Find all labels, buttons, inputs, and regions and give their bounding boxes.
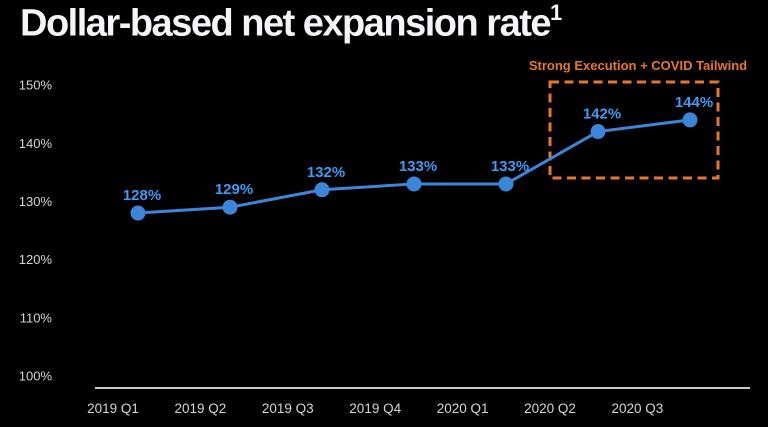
data-point <box>590 124 606 140</box>
data-point-label: 132% <box>307 164 345 181</box>
y-axis-tick-label: 150% <box>19 78 53 93</box>
x-axis-category-label: 2019 Q3 <box>262 401 314 416</box>
data-point <box>130 205 146 221</box>
data-point-label: 128% <box>123 187 161 204</box>
data-point <box>314 182 330 198</box>
x-axis-category-label: 2019 Q4 <box>349 401 401 416</box>
data-point-label: 144% <box>675 94 713 111</box>
data-point <box>682 112 698 128</box>
y-axis-tick-label: 120% <box>19 252 53 267</box>
data-point-label: 142% <box>583 106 621 123</box>
data-point-label: 129% <box>215 181 253 198</box>
x-axis-category-label: 2020 Q3 <box>612 401 664 416</box>
y-axis-tick-label: 100% <box>19 369 53 384</box>
data-point <box>498 176 514 192</box>
y-axis-tick-label: 140% <box>19 136 53 151</box>
highlight-dashed-box <box>548 80 720 180</box>
y-axis-tick-label: 130% <box>19 194 53 209</box>
y-axis-tick-label: 110% <box>20 310 53 325</box>
data-point-label: 133% <box>399 158 437 175</box>
page-title: Dollar-based net expansion rate1 <box>20 0 563 46</box>
x-axis-category-label: 2020 Q2 <box>524 401 576 416</box>
data-point <box>222 199 238 215</box>
annotation-label: Strong Execution + COVID Tailwind <box>529 58 747 73</box>
x-axis-category-label: 2019 Q1 <box>87 401 139 416</box>
data-point-label: 133% <box>491 158 529 175</box>
page-title-text: Dollar-based net expansion rate <box>20 2 552 45</box>
footnote-marker: 1 <box>550 0 563 25</box>
x-axis-category-label: 2020 Q1 <box>437 401 489 416</box>
data-point <box>406 176 422 192</box>
x-axis-category-label: 2019 Q2 <box>175 401 227 416</box>
